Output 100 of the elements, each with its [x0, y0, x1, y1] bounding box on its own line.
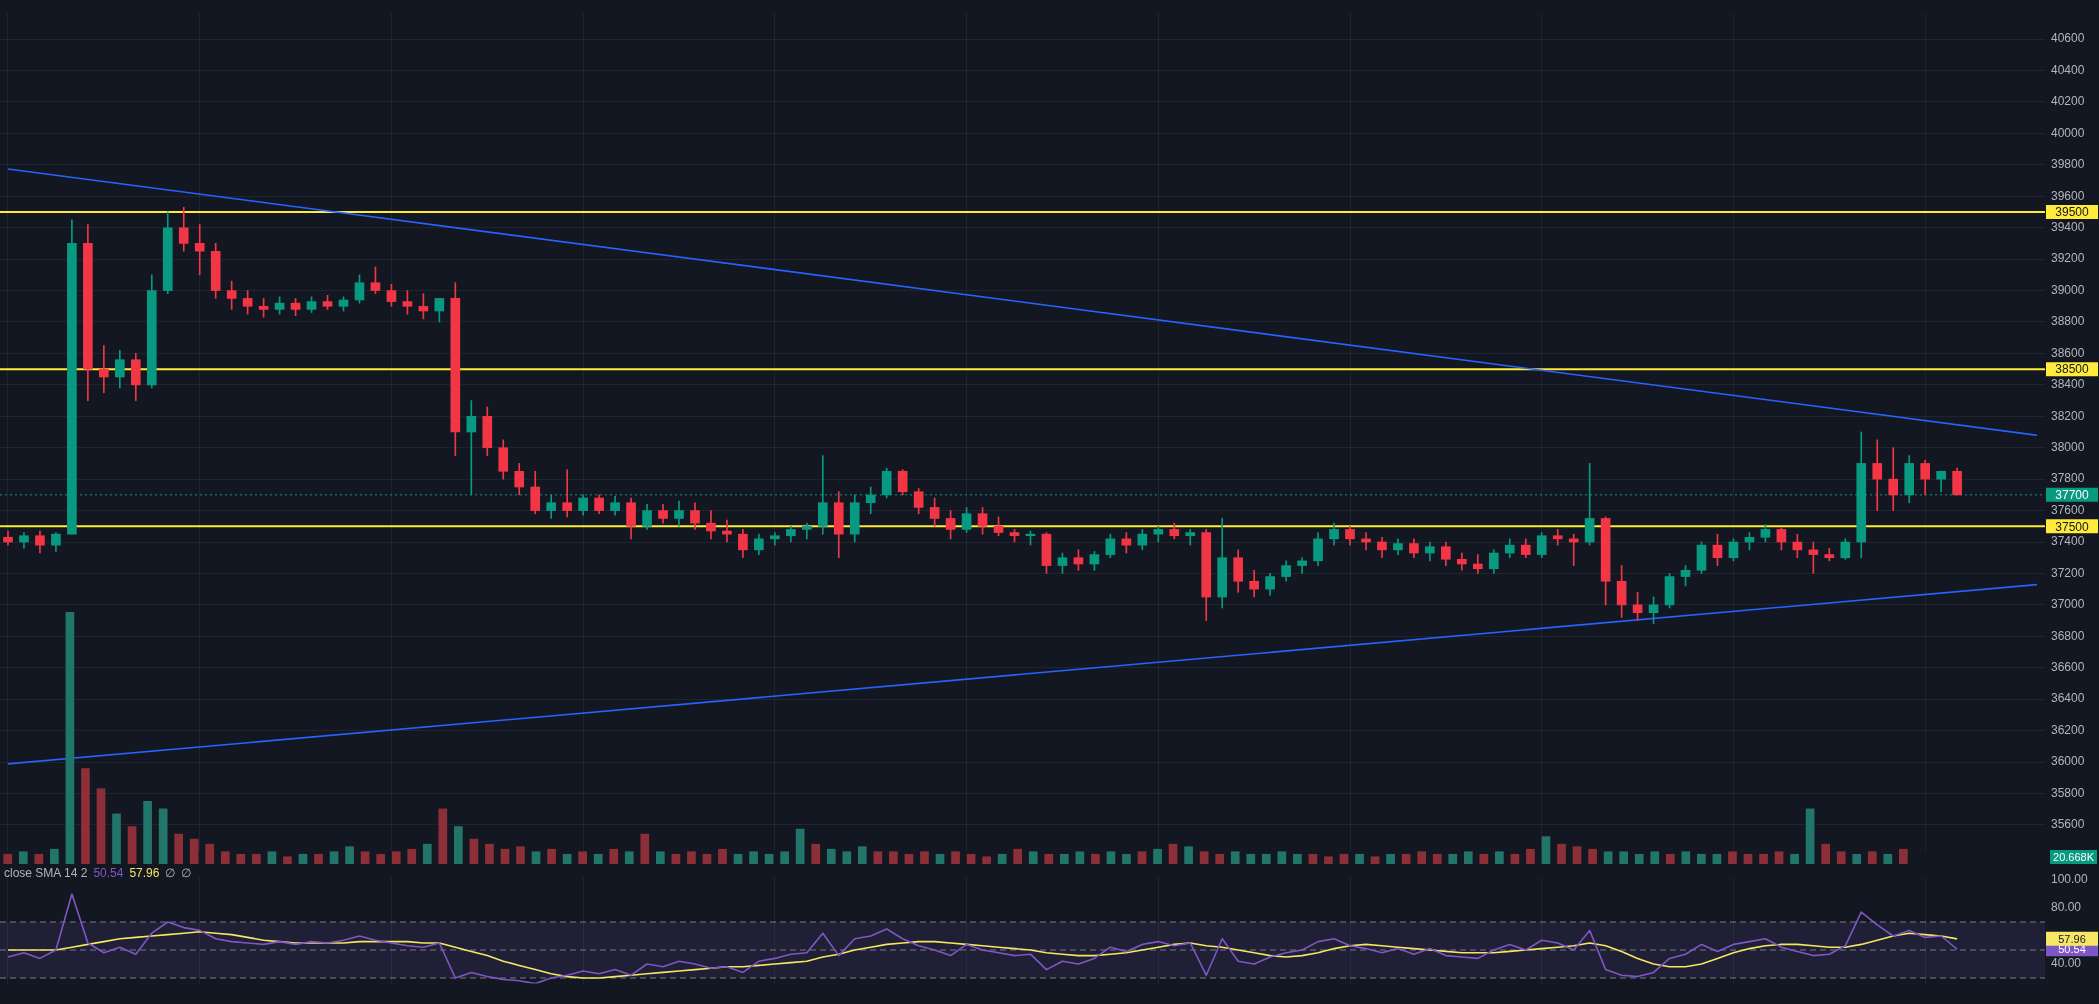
- bar: [749, 851, 758, 864]
- bar: [422, 843, 432, 864]
- y-tick-label: 40.00: [2051, 956, 2082, 971]
- bar: [1277, 851, 1287, 864]
- bar: [267, 851, 277, 864]
- bar: [1572, 846, 1582, 864]
- y-tick-label: 100.00: [2051, 872, 2089, 887]
- bar: [1805, 808, 1815, 864]
- bar: [1526, 848, 1535, 864]
- bar: [966, 853, 976, 864]
- annotation: 50.54: [93, 866, 124, 880]
- y-tick-label: 38000: [2051, 440, 2085, 455]
- bar: [1417, 851, 1427, 864]
- y-tick-label: 36200: [2051, 722, 2085, 737]
- y-tick-label: 40200: [2051, 94, 2085, 109]
- bar: [982, 856, 991, 864]
- bar: [454, 826, 463, 864]
- bar: [920, 851, 929, 864]
- bar: [1463, 851, 1473, 864]
- y-tick-label: 80.00: [2051, 900, 2082, 915]
- bar: [764, 853, 774, 864]
- bar: [1697, 853, 1706, 864]
- ref-line-label: 39500: [2055, 205, 2090, 220]
- bar: [531, 851, 541, 864]
- bar: [112, 813, 121, 864]
- chart-title: close SMA 14 2: [4, 866, 88, 880]
- annotation: 57.96: [129, 866, 160, 880]
- bar: [1091, 853, 1100, 864]
- y-tick-label: 39400: [2051, 220, 2085, 235]
- bar: [1836, 851, 1846, 864]
- bar: [1386, 853, 1395, 864]
- bar: [609, 848, 619, 864]
- y-tick-label: 37600: [2051, 502, 2085, 517]
- y-tick-label: 38200: [2051, 408, 2085, 423]
- bar: [889, 851, 898, 864]
- bar: [1495, 851, 1504, 864]
- y-tick-label: 39200: [2051, 251, 2085, 266]
- bar: [1122, 853, 1131, 864]
- text: 57.96: [2058, 932, 2086, 945]
- bar: [1790, 853, 1799, 864]
- y-tick-label: 36600: [2051, 660, 2085, 675]
- y-tick-label: 39000: [2051, 282, 2085, 297]
- bar: [842, 851, 852, 864]
- y-tick-label: 39600: [2051, 188, 2085, 203]
- bar: [997, 853, 1007, 864]
- bar: [360, 851, 370, 864]
- bar: [1153, 848, 1162, 864]
- y-tick-label: 38600: [2051, 345, 2085, 360]
- bar: [1852, 853, 1862, 864]
- bar: [811, 843, 821, 864]
- y-tick-label: 37400: [2051, 534, 2085, 549]
- bar: [687, 851, 696, 864]
- bar: [158, 808, 168, 864]
- bar: [376, 853, 386, 864]
- bar: [516, 846, 525, 864]
- y-tick-label: 38800: [2051, 314, 2085, 329]
- bar: [143, 801, 152, 864]
- bar: [547, 848, 556, 864]
- bar: [1650, 851, 1660, 864]
- bar: [1230, 851, 1240, 864]
- bar: [780, 851, 789, 864]
- ref-line-label: 37500: [2055, 519, 2090, 534]
- bar: [1619, 851, 1629, 864]
- bar: [407, 848, 417, 864]
- y-tick-label: 35800: [2051, 785, 2085, 800]
- y-tick-label: 36800: [2051, 628, 2085, 643]
- y-tick-label: 36400: [2051, 691, 2085, 706]
- bar: [1028, 851, 1038, 864]
- bar: [1432, 853, 1442, 864]
- bar: [1106, 851, 1116, 864]
- bar: [220, 851, 230, 864]
- bar: [345, 846, 354, 864]
- bar: [252, 853, 261, 864]
- y-tick-label: 37800: [2051, 471, 2085, 486]
- bar: [1199, 851, 1209, 864]
- bar: [951, 851, 960, 864]
- bar: [1324, 856, 1333, 864]
- bar: [1013, 848, 1023, 864]
- bar: [1261, 853, 1271, 864]
- bar: [1339, 853, 1349, 864]
- bar: [1634, 853, 1644, 864]
- bar: [562, 853, 572, 864]
- bar: [391, 851, 401, 864]
- bar: [873, 851, 883, 864]
- bar: [1557, 843, 1566, 864]
- bar: [1044, 853, 1054, 864]
- bar: [1867, 851, 1877, 864]
- bar: [1293, 853, 1302, 864]
- bar: [1603, 851, 1613, 864]
- bar: [1588, 848, 1597, 864]
- bar: [236, 853, 246, 864]
- bar: [1728, 851, 1737, 864]
- bar: [500, 848, 510, 864]
- y-tick-label: 36000: [2051, 754, 2085, 769]
- ref-line-label: 37700: [2055, 488, 2090, 503]
- bar: [578, 851, 588, 864]
- bar: [1355, 853, 1364, 864]
- y-tick-label: 38400: [2051, 377, 2085, 392]
- bar: [1541, 836, 1551, 864]
- bar: [857, 846, 867, 864]
